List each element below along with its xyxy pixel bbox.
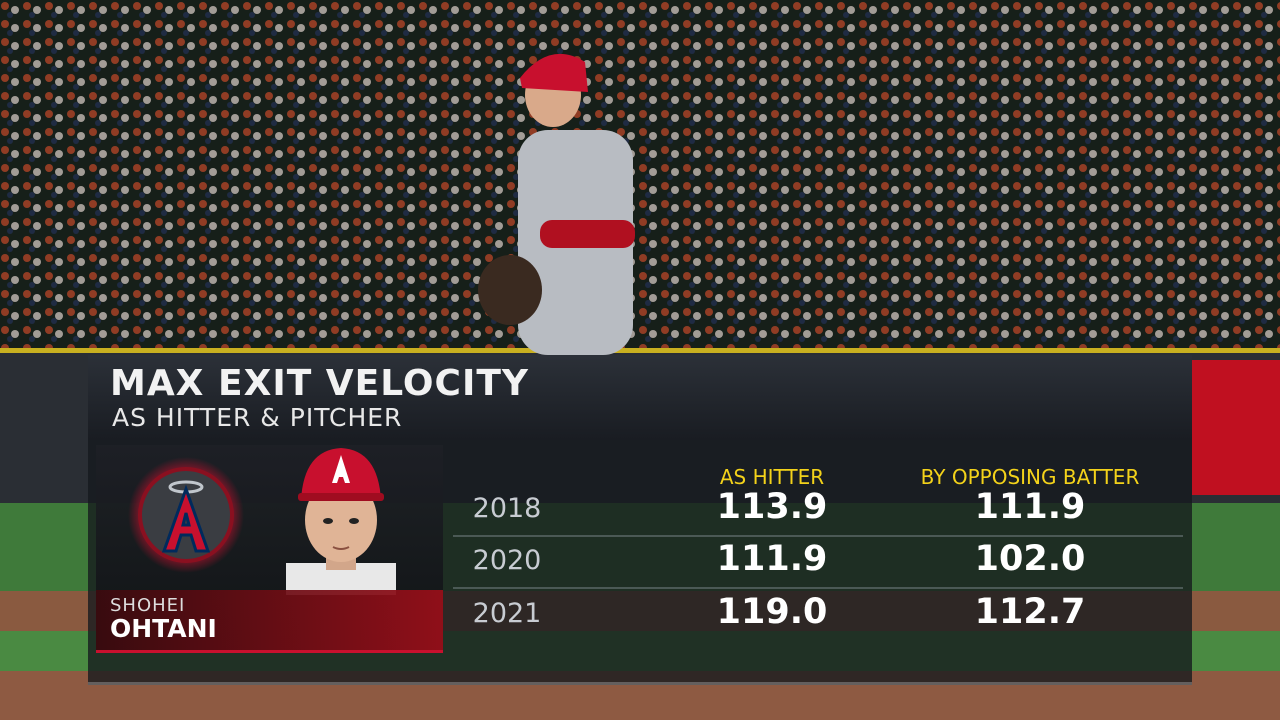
cell-value: 119.0 (716, 592, 828, 632)
subtitle: AS HITTER & PITCHER (112, 403, 403, 432)
cell-value: 112.7 (974, 592, 1086, 632)
column-header: AS HITTER (719, 465, 825, 489)
team-logo (128, 457, 244, 573)
title-bar: MAX EXIT VELOCITY AS HITTER & PITCHER (88, 355, 1192, 440)
player-last-name: OHTANI (110, 614, 217, 643)
row-year: 2021 (472, 598, 542, 629)
row-year: 2020 (472, 545, 542, 576)
row-year: 2018 (472, 493, 542, 524)
player-first-name: SHOHEI (110, 595, 186, 616)
column-header: BY OPPOSING BATTER (920, 465, 1140, 489)
stat-panel: MAX EXIT VELOCITY AS HITTER & PITCHER SH… (88, 355, 1192, 685)
row-separator (453, 587, 1183, 589)
cell-value: 102.0 (974, 539, 1086, 579)
cell-value: 111.9 (974, 487, 1086, 527)
cell-value: 113.9 (716, 487, 828, 527)
title: MAX EXIT VELOCITY (110, 363, 529, 404)
cell-value: 111.9 (716, 539, 828, 579)
name-box: SHOHEI OHTANI (96, 590, 443, 653)
row-separator (453, 535, 1183, 537)
player-photo (286, 448, 396, 595)
